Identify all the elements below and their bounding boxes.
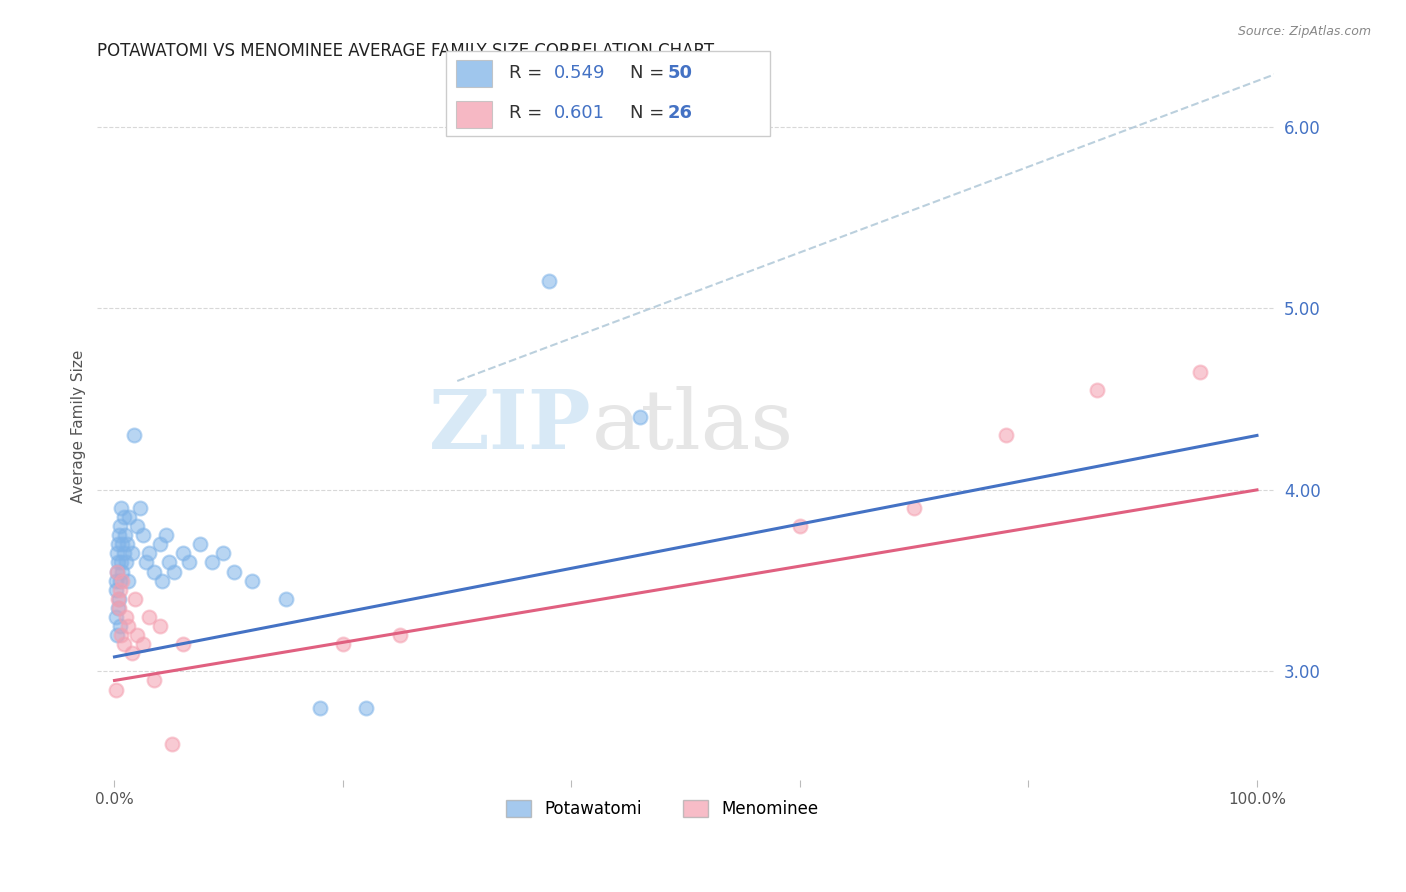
Point (104, 682, 127, 697)
Text: atlas: atlas (592, 386, 794, 467)
Point (1085, 383, 1108, 397)
Point (121, 546, 143, 560)
Point (108, 519, 131, 533)
Point (111, 574, 134, 588)
Point (114, 528, 136, 542)
Point (155, 528, 177, 542)
Text: 50: 50 (668, 63, 693, 82)
Point (115, 610, 138, 624)
FancyBboxPatch shape (446, 51, 770, 136)
Point (132, 637, 155, 651)
Point (112, 546, 135, 560)
Point (115, 556, 138, 570)
Point (537, 274, 560, 288)
Point (389, 628, 412, 642)
Point (240, 574, 263, 588)
Point (110, 501, 132, 516)
Point (105, 546, 128, 560)
Point (138, 546, 160, 560)
Text: Source: ZipAtlas.com: Source: ZipAtlas.com (1237, 25, 1371, 38)
Point (177, 556, 200, 570)
Point (212, 546, 235, 560)
Point (157, 556, 180, 570)
Point (172, 546, 194, 560)
Y-axis label: Average Family Size: Average Family Size (72, 350, 86, 503)
Point (124, 591, 146, 606)
Point (224, 565, 246, 579)
Point (138, 610, 160, 624)
Point (135, 556, 157, 570)
Point (117, 574, 139, 588)
Point (118, 510, 141, 524)
Point (104, 582, 127, 597)
Point (108, 591, 131, 606)
Point (789, 519, 811, 533)
Text: R =: R = (509, 104, 548, 122)
Point (309, 700, 332, 714)
Text: R =: R = (509, 63, 548, 82)
Point (105, 565, 128, 579)
Point (105, 565, 128, 579)
Point (107, 537, 129, 551)
Point (111, 537, 134, 551)
Point (143, 565, 166, 579)
Point (143, 673, 166, 688)
Point (200, 556, 222, 570)
Point (105, 628, 128, 642)
Point (104, 610, 127, 624)
Point (332, 637, 354, 651)
Point (111, 565, 134, 579)
Text: N =: N = (630, 104, 669, 122)
Text: ZIP: ZIP (429, 386, 592, 467)
Point (149, 537, 172, 551)
Point (132, 528, 155, 542)
Point (108, 600, 131, 615)
Point (152, 574, 174, 588)
Text: POTAWATOMI VS MENOMINEE AVERAGE FAMILY SIZE CORRELATION CHART: POTAWATOMI VS MENOMINEE AVERAGE FAMILY S… (97, 42, 714, 60)
Point (115, 537, 138, 551)
Point (903, 501, 925, 516)
Point (274, 591, 297, 606)
Point (172, 637, 194, 651)
Point (163, 565, 186, 579)
Point (108, 528, 131, 542)
Point (122, 428, 145, 442)
Point (110, 556, 132, 570)
Point (112, 637, 135, 651)
Point (107, 591, 129, 606)
Point (121, 646, 143, 660)
Point (117, 619, 139, 633)
Point (108, 582, 131, 597)
Point (107, 556, 129, 570)
Text: 26: 26 (668, 104, 693, 122)
Text: 0.549: 0.549 (554, 63, 605, 82)
Point (110, 628, 132, 642)
Point (112, 510, 135, 524)
Text: N =: N = (630, 63, 669, 82)
Point (108, 574, 131, 588)
FancyBboxPatch shape (456, 60, 492, 87)
Point (104, 574, 127, 588)
Point (108, 619, 131, 633)
FancyBboxPatch shape (456, 101, 492, 128)
Point (628, 410, 651, 425)
Point (127, 519, 149, 533)
Point (149, 619, 172, 633)
Text: 0.601: 0.601 (554, 104, 605, 122)
Legend: Potawatomi, Menominee: Potawatomi, Menominee (499, 794, 825, 825)
Point (127, 628, 149, 642)
Point (160, 737, 183, 751)
Point (188, 537, 211, 551)
Point (107, 600, 129, 615)
Point (1188, 365, 1211, 379)
Point (128, 501, 150, 516)
Point (994, 428, 1017, 442)
Point (354, 700, 377, 714)
